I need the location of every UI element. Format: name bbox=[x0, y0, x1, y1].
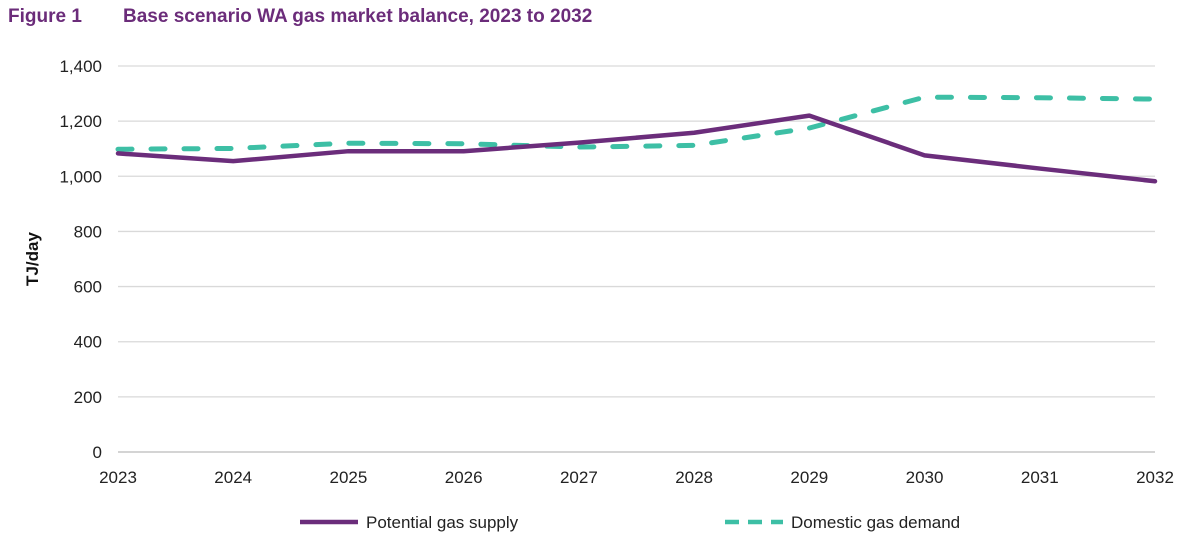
y-tick-label: 400 bbox=[74, 333, 102, 352]
y-tick-label: 800 bbox=[74, 222, 102, 241]
x-tick-label: 2029 bbox=[790, 468, 828, 487]
x-tick-label: 2024 bbox=[214, 468, 252, 487]
figure-number: Figure 1 bbox=[8, 6, 82, 27]
x-tick-label: 2031 bbox=[1021, 468, 1059, 487]
x-tick-label: 2025 bbox=[330, 468, 368, 487]
legend-label: Potential gas supply bbox=[366, 513, 519, 532]
figure-title: Figure 1 Base scenario WA gas market bala… bbox=[8, 6, 592, 28]
x-tick-label: 2026 bbox=[445, 468, 483, 487]
figure-title-text: Base scenario WA gas market balance, 202… bbox=[123, 6, 593, 27]
legend-label: Domestic gas demand bbox=[791, 513, 960, 532]
series-line-domestic-gas-demand bbox=[115, 94, 1158, 152]
y-tick-label: 600 bbox=[74, 278, 102, 297]
y-tick-label: 1,400 bbox=[59, 57, 102, 76]
x-tick-label: 2032 bbox=[1136, 468, 1174, 487]
x-tick-label: 2030 bbox=[906, 468, 944, 487]
x-tick-label: 2027 bbox=[560, 468, 598, 487]
x-tick-label: 2028 bbox=[675, 468, 713, 487]
y-tick-label: 1,200 bbox=[59, 112, 102, 131]
y-axis-label: TJ/day bbox=[23, 232, 42, 286]
y-tick-label: 200 bbox=[74, 388, 102, 407]
series-line-potential-gas-supply bbox=[115, 113, 1158, 184]
y-tick-label: 0 bbox=[93, 443, 102, 462]
y-tick-label: 1,000 bbox=[59, 167, 102, 186]
x-tick-label: 2023 bbox=[99, 468, 137, 487]
